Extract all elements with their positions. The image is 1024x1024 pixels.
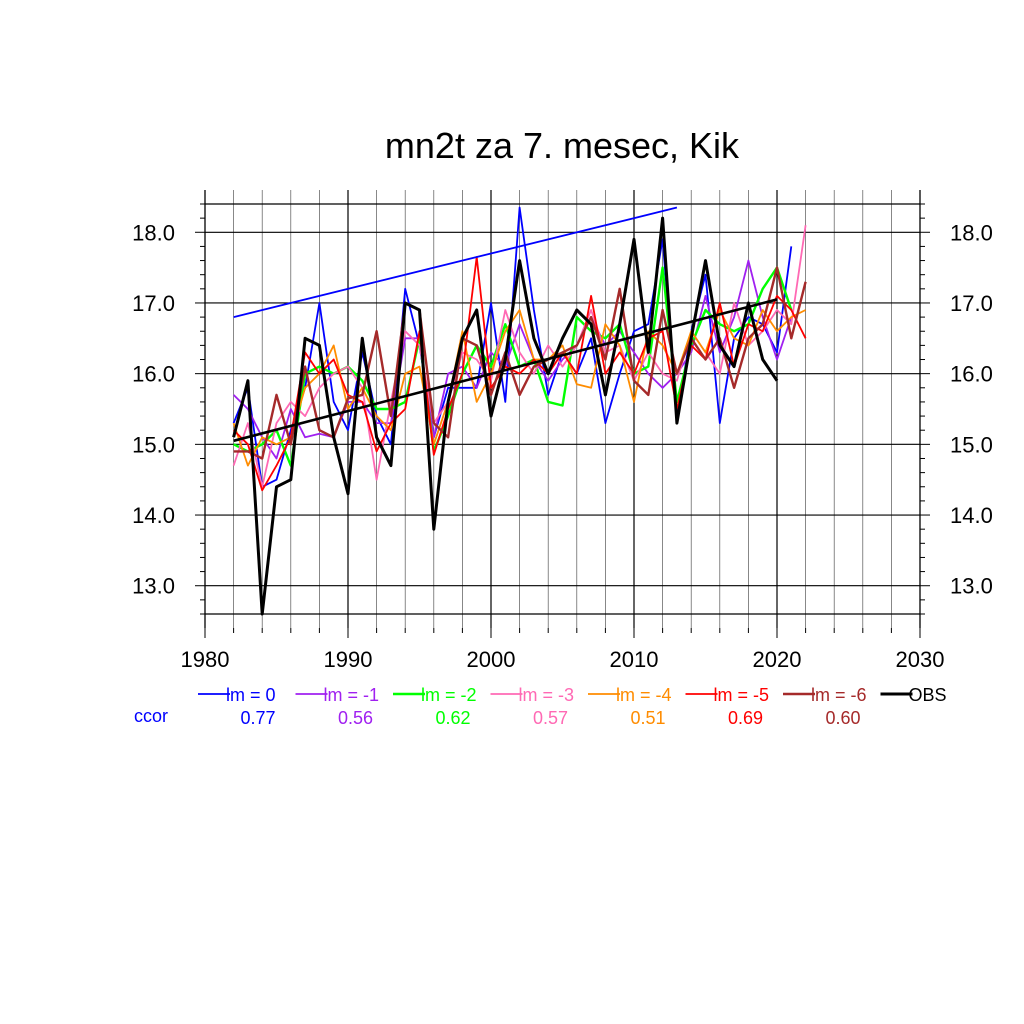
legend-label-5: lm = -5 — [714, 685, 770, 705]
ccor-value-0: 0.77 — [240, 708, 275, 728]
ccor-value-6: 0.60 — [825, 708, 860, 728]
series-line-6 — [233, 266, 807, 460]
ccor-value-5: 0.69 — [728, 708, 763, 728]
legend-label-3: lm = -3 — [519, 685, 575, 705]
series-lines — [232, 206, 807, 616]
legend-label-1: lm = -1 — [324, 685, 380, 705]
series-line-7 — [232, 216, 779, 616]
ccor-label: ccor — [134, 706, 168, 726]
y-tick-label-left: 16.0 — [132, 362, 175, 387]
legend-label-4: lm = -4 — [616, 685, 672, 705]
y-tick-label-left: 15.0 — [132, 432, 175, 457]
series-line-3 — [232, 225, 807, 488]
x-tick-label: 2030 — [896, 647, 945, 672]
chart-title: mn2t za 7. mesec, Kik — [385, 125, 740, 166]
trend-line-0 — [233, 206, 678, 318]
legend-label-2: lm = -2 — [421, 685, 477, 705]
x-tick-label: 2010 — [610, 647, 659, 672]
trend-line-1 — [233, 298, 778, 443]
y-tick-label-right: 14.0 — [950, 503, 993, 528]
trend-lines — [233, 206, 778, 443]
ccor-value-3: 0.57 — [533, 708, 568, 728]
x-tick-label: 2000 — [467, 647, 516, 672]
y-tick-label-right: 17.0 — [950, 291, 993, 316]
axes: 13.0 13.0 14.0 14.0 15.0 15.0 16.0 16.0 17.0 17.0… — [132, 203, 993, 672]
y-tick-label-right: 16.0 — [950, 362, 993, 387]
x-tick-label: 2020 — [753, 647, 802, 672]
plot-frame — [204, 190, 921, 628]
legend-label-6: lm = -6 — [811, 685, 867, 705]
y-tick-label-right: 13.0 — [950, 574, 993, 599]
x-tick-label: 1980 — [181, 647, 230, 672]
ccor-value-4: 0.51 — [630, 708, 665, 728]
y-tick-label-left: 14.0 — [132, 503, 175, 528]
ccor-value-2: 0.62 — [435, 708, 470, 728]
y-tick-label-right: 18.0 — [950, 220, 993, 245]
y-tick-label-right: 15.0 — [950, 432, 993, 457]
grid — [205, 190, 920, 628]
y-tick-label-left: 17.0 — [132, 291, 175, 316]
ccor-value-1: 0.56 — [338, 708, 373, 728]
legend-label-0: lm = 0 — [226, 685, 276, 705]
series-line-5 — [232, 256, 807, 492]
series-line-2 — [233, 266, 793, 467]
x-tick-label: 1990 — [324, 647, 373, 672]
legend-label-7: OBS — [909, 685, 947, 705]
y-tick-label-left: 18.0 — [132, 220, 175, 245]
legend: ccor lm = 0 0.77 lm = -1 0.56 lm = -2 0.62 lm =… — [134, 685, 947, 728]
y-tick-label-left: 13.0 — [132, 574, 175, 599]
